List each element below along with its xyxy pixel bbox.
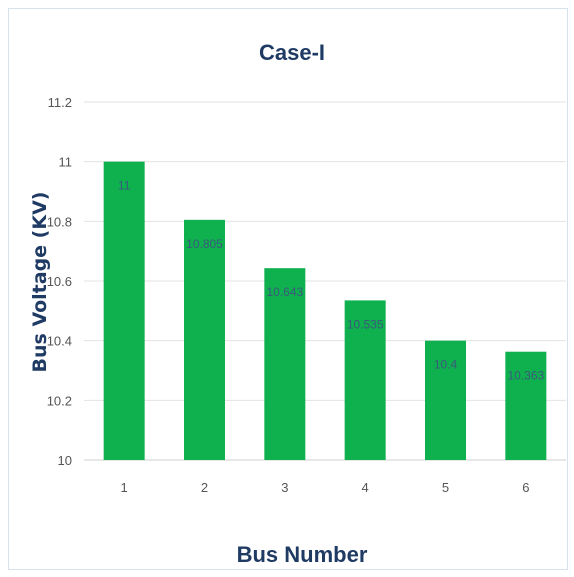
x-tick-label-2: 2 — [201, 480, 208, 495]
y-tick-label: 11.2 — [48, 95, 72, 110]
x-tick-label-6: 6 — [522, 480, 529, 495]
y-tick-label: 10.6 — [47, 274, 72, 289]
x-tick-label-3: 3 — [281, 480, 288, 495]
y-tick-label: 10.2 — [47, 393, 72, 408]
x-tick-label-1: 1 — [121, 480, 128, 495]
data-label-2: 10.805 — [186, 237, 223, 251]
data-label-4: 10.535 — [347, 317, 384, 331]
y-tick-labels: 10 10.2 10.4 10.6 10.8 11 11.2 — [47, 95, 72, 468]
y-axis-label: Bus Voltage (KV) — [29, 192, 51, 373]
bar-4 — [344, 300, 386, 460]
data-label-6: 10.363 — [507, 369, 544, 383]
bar-1 — [103, 161, 145, 460]
y-tick-label: 10.4 — [47, 334, 72, 349]
x-tick-label-4: 4 — [362, 480, 369, 495]
bar-5 — [425, 340, 466, 460]
bar-2 — [184, 219, 225, 460]
data-label-1: 11 — [118, 179, 131, 193]
x-axis-label: Bus Number — [237, 542, 368, 567]
y-tick-label: 10 — [58, 453, 72, 468]
data-labels: 11 10.805 10.643 10.535 10.4 10.363 — [118, 179, 545, 383]
x-tick-label-5: 5 — [442, 480, 449, 495]
data-label-5: 10.4 — [434, 358, 458, 372]
y-tick-label: 10.8 — [47, 214, 72, 229]
bar-3 — [264, 268, 306, 460]
bar-6 — [505, 351, 547, 460]
gridlines — [84, 101, 566, 461]
chart-title: Case-I — [259, 40, 325, 65]
bars — [103, 161, 547, 460]
y-tick-label: 11 — [59, 155, 73, 170]
x-tick-labels: 1 2 3 4 5 6 — [121, 480, 530, 495]
data-label-3: 10.643 — [266, 285, 303, 299]
